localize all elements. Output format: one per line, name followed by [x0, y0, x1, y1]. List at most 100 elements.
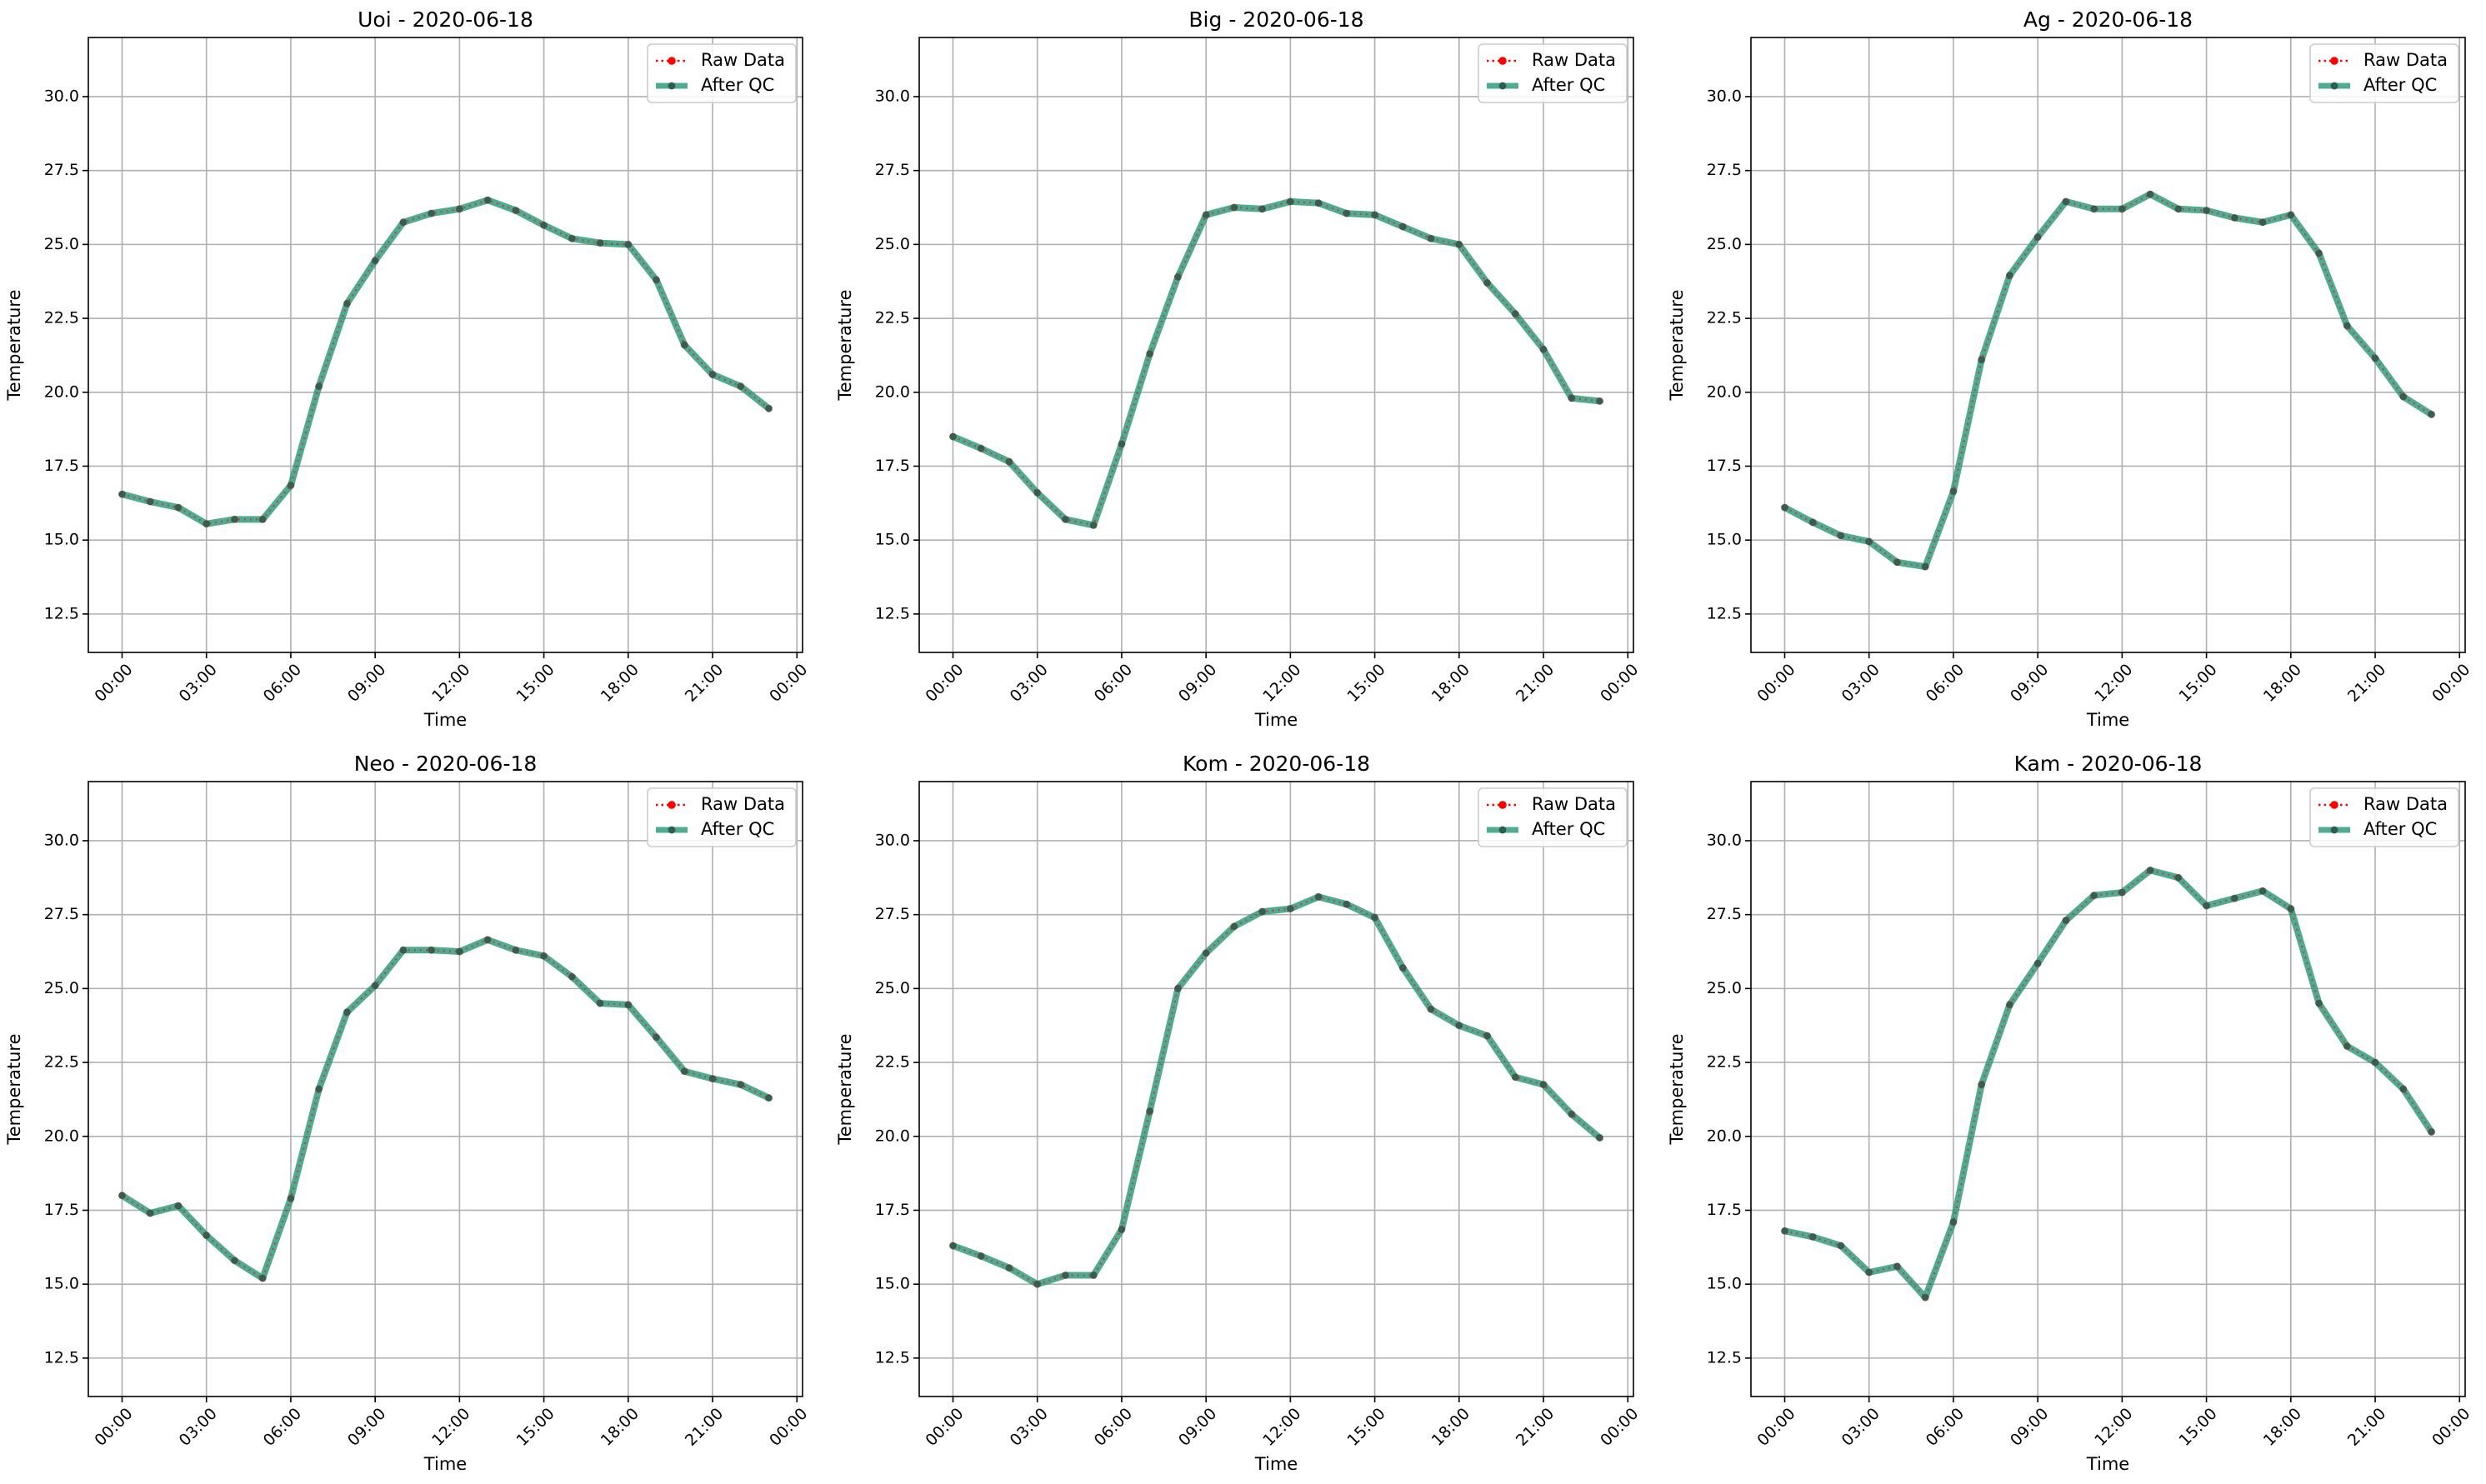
after-qc-point [1978, 356, 1985, 363]
y-tick-label: 17.5 [875, 1201, 910, 1219]
after-qc-point [174, 503, 183, 512]
x-axis-label: Time [1254, 710, 1298, 730]
after-qc-point [2315, 249, 2323, 257]
series-line-after-qc [1781, 191, 2435, 571]
x-tick-label: 09:00 [1175, 661, 1220, 706]
x-tick-label: 06:00 [1923, 1405, 1968, 1450]
y-tick-label: 30.0 [1707, 87, 1742, 105]
after-qc-point [681, 341, 688, 349]
legend-marker-raw-data [1498, 57, 1507, 65]
x-tick-label: 21:00 [2344, 661, 2389, 706]
after-qc-point [2090, 892, 2098, 899]
after-qc-point [1427, 235, 1435, 242]
x-tick-label: 03:00 [1838, 1405, 1883, 1450]
x-tick-label: 06:00 [260, 661, 305, 706]
x-tick-label: 00:00 [91, 1405, 136, 1450]
y-tick-label: 27.5 [875, 905, 910, 923]
subplot-3: 00:00 03:00 06:00 09:00 12:00 15:00 18:00 21:00… [1667, 7, 2473, 730]
after-qc-point [203, 520, 210, 527]
after-qc-point [315, 1085, 323, 1093]
y-tick-label: 17.5 [44, 457, 79, 475]
y-tick-label: 20.0 [875, 1127, 910, 1145]
legend: Raw Data After QC [2309, 787, 2459, 847]
after-qc-point [1568, 1110, 1575, 1118]
after-qc-point [1978, 1081, 1985, 1088]
after-qc-point [2231, 894, 2238, 902]
y-tick-label: 12.5 [1707, 1348, 1742, 1367]
legend-marker-raw-data [1498, 801, 1507, 809]
after-qc-point [1202, 949, 1210, 957]
after-qc-point [681, 1067, 688, 1075]
x-tick-label: 06:00 [1923, 661, 1968, 706]
after-qc-point [1230, 203, 1238, 212]
y-tick-label: 15.0 [44, 531, 79, 549]
x-tick-label: 12:00 [2091, 661, 2136, 706]
after-qc-point [428, 947, 435, 954]
y-tick-label: 30.0 [875, 87, 910, 105]
after-qc-point [2371, 1058, 2379, 1067]
x-tick-label: 18:00 [2260, 661, 2305, 706]
after-qc-point [258, 1274, 267, 1282]
after-qc-point [512, 207, 520, 214]
after-qc-point [540, 222, 548, 229]
after-qc-point [1512, 310, 1519, 317]
after-qc-point [1258, 205, 1266, 212]
after-qc-point [203, 1232, 210, 1239]
x-tick-label: 00:00 [766, 1405, 811, 1450]
legend-label-raw-data: Raw Data [701, 50, 785, 70]
x-tick-label: 15:00 [2175, 1405, 2220, 1450]
x-tick-label: 15:00 [513, 1405, 558, 1450]
x-tick-label: 00:00 [922, 1405, 967, 1450]
after-qc-point [456, 205, 463, 212]
after-qc-point [1568, 394, 1575, 402]
after-qc-point [1455, 1022, 1463, 1029]
y-tick-label: 20.0 [1707, 1127, 1742, 1145]
after-qc-point [653, 276, 660, 284]
y-tick-label: 30.0 [875, 831, 910, 849]
after-qc-point [624, 241, 633, 248]
after-qc-point [118, 1192, 126, 1199]
after-qc-point [1118, 1226, 1126, 1233]
after-qc-point [428, 209, 435, 217]
after-qc-point [1033, 1280, 1041, 1288]
y-tick-label: 22.5 [1707, 309, 1742, 327]
after-qc-point [1809, 1233, 1817, 1241]
x-tick-label: 15:00 [1343, 1405, 1388, 1450]
after-qc-point [737, 1081, 744, 1088]
y-tick-label: 12.5 [44, 604, 79, 622]
after-qc-point [949, 1242, 957, 1250]
axes-frame [88, 781, 803, 1397]
after-qc-point [1258, 907, 1266, 916]
after-qc-point [1146, 1107, 1153, 1115]
x-axis-label: Time [423, 710, 467, 730]
y-tick-label: 12.5 [44, 1348, 79, 1367]
x-tick-label: 03:00 [176, 1405, 221, 1450]
y-tick-label: 27.5 [44, 161, 79, 179]
y-tick-label: 30.0 [44, 831, 79, 849]
axes-frame [88, 37, 803, 653]
after-qc-point [2343, 1042, 2351, 1050]
after-qc-point [1005, 457, 1013, 466]
after-qc-point [315, 382, 323, 390]
after-qc-point [596, 999, 604, 1007]
x-tick-label: 12:00 [1259, 661, 1304, 706]
after-qc-point [2174, 874, 2183, 882]
subplot-title: Kom - 2020-06-18 [1183, 752, 1370, 776]
x-tick-label: 15:00 [1343, 661, 1388, 706]
after-qc-point [2287, 211, 2295, 219]
x-tick-label: 00:00 [2428, 661, 2473, 706]
after-qc-point [1949, 1218, 1958, 1226]
after-qc-point [2033, 233, 2042, 241]
y-tick-label: 17.5 [44, 1201, 79, 1219]
after-qc-point [596, 239, 604, 247]
after-qc-point [1343, 901, 1351, 908]
x-axis-label: Time [423, 1454, 467, 1474]
after-qc-point [1893, 1262, 1901, 1271]
legend-label-after-qc: After QC [701, 819, 774, 839]
x-tick-label: 00:00 [922, 661, 967, 706]
after-qc-point [1865, 537, 1873, 546]
after-qc-point [1371, 211, 1378, 219]
after-qc-point [174, 1202, 183, 1210]
after-qc-point [2174, 205, 2183, 212]
